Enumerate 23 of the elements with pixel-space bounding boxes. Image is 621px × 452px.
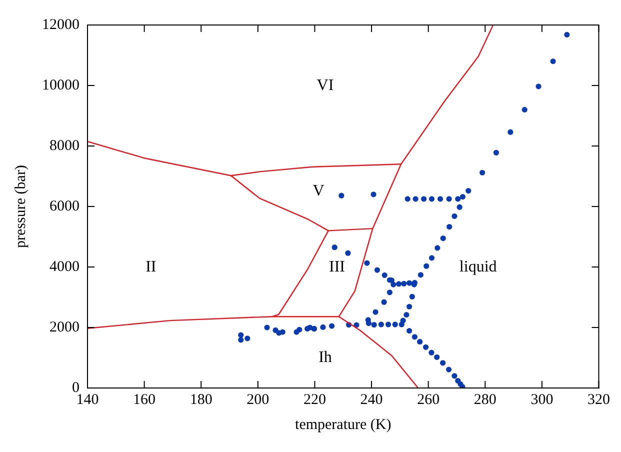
y-tick-label: 10000 xyxy=(42,77,80,94)
x-tick-label: 300 xyxy=(530,392,554,408)
annotation: II xyxy=(146,258,156,276)
x-axis-title: temperature (K) xyxy=(295,416,392,433)
y-tick-label: 2000 xyxy=(50,319,80,336)
y-axis-title: pressure (bar) xyxy=(12,165,29,248)
x-tick-label: 240 xyxy=(360,392,383,408)
y-tick-label: 6000 xyxy=(50,198,80,214)
x-tick-label: 260 xyxy=(417,392,440,408)
x-tick-label: 220 xyxy=(303,392,326,408)
x-tick-label: 280 xyxy=(474,392,496,408)
y-tick-label: 4000 xyxy=(50,258,80,275)
x-tick-label: 320 xyxy=(588,392,610,408)
annotation: liquid xyxy=(459,258,497,276)
annotation: VI xyxy=(316,76,334,94)
annotation: Ih xyxy=(318,349,332,366)
y-tick-label: 12000 xyxy=(42,16,80,33)
annotation: V xyxy=(312,182,325,200)
x-tick-label: 160 xyxy=(133,392,156,408)
x-tick-label: 180 xyxy=(190,392,212,408)
y-tick-label: 8000 xyxy=(50,138,80,154)
x-tick-label: 200 xyxy=(246,392,270,408)
annotation: III xyxy=(329,258,345,276)
